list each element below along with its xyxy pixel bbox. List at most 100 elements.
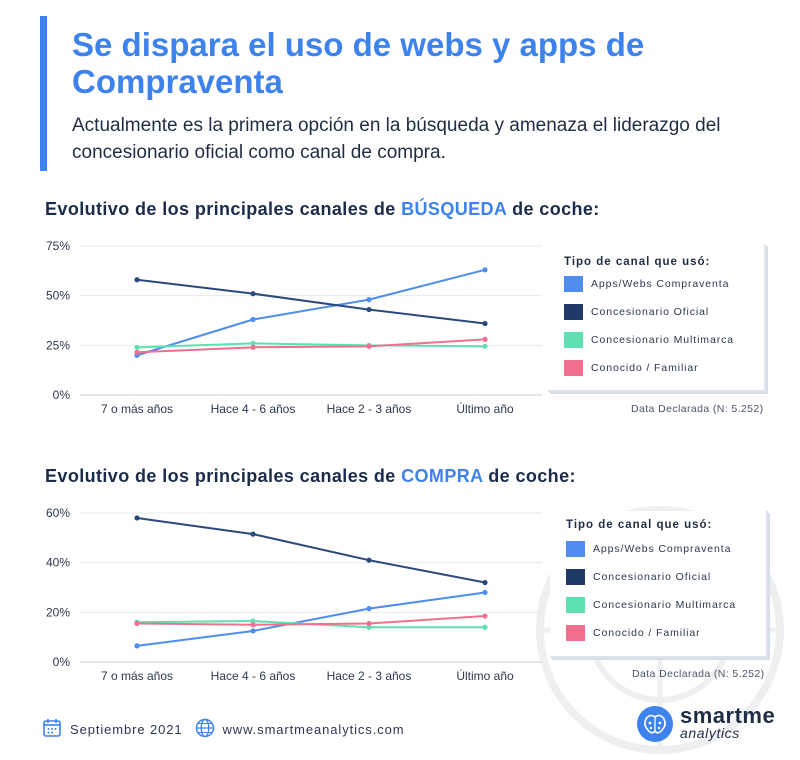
- chart-1-legend-item-conocido: Conocido / Familiar: [564, 359, 699, 377]
- chart-1-title: Evolutivo de los principales canales de …: [45, 199, 600, 220]
- x-tick-label: Hace 4 - 6 años: [211, 669, 296, 683]
- data-point-multimarca: [482, 624, 488, 630]
- series-line-apps: [136, 268, 486, 357]
- x-tick-label: 7 o más años: [101, 669, 173, 683]
- x-tick-label: Hace 2 - 3 años: [327, 669, 412, 683]
- data-point-apps: [482, 589, 488, 596]
- chart-1-legend-title: Tipo de canal que usó:: [564, 256, 711, 268]
- data-point-oficial: [366, 306, 372, 313]
- chart-2-compra: 0% 20% 40% 60% 7 o más años Hace 4 - 6 años Ha…: [46, 506, 542, 683]
- legend-label: Concesionario Oficial: [593, 571, 712, 583]
- y-tick-label: 75%: [46, 239, 70, 253]
- legend-label: Concesionario Oficial: [591, 306, 710, 318]
- chart-2-legend-item-apps: Apps/Webs Compraventa: [566, 540, 731, 558]
- chart-2-legend-item-multimarca: Concesionario Multimarca: [566, 596, 736, 614]
- y-tick-label: 20%: [46, 605, 70, 619]
- data-point-multimarca: [134, 344, 140, 350]
- data-point-multimarca: [250, 618, 256, 624]
- data-point-conocido: [482, 613, 488, 619]
- legend-swatch: [566, 597, 585, 613]
- data-point-multimarca: [482, 343, 488, 349]
- smartme-logo: smartme analytics: [636, 703, 776, 745]
- legend-label: Apps/Webs Compraventa: [591, 278, 730, 290]
- chart-1-legend: Tipo de canal que usó: Apps/Webs Comprav…: [548, 244, 766, 392]
- page-subtitle: Actualmente es la primera opción en la b…: [72, 115, 721, 163]
- data-point-apps: [482, 267, 488, 273]
- series-line-multimarca: [136, 342, 486, 349]
- y-tick-label: 50%: [46, 289, 70, 303]
- data-point-conocido: [134, 349, 140, 355]
- x-tick-label: Hace 4 - 6 años: [211, 402, 296, 416]
- y-tick-label: 40%: [46, 556, 70, 570]
- brain-icon: [637, 706, 673, 742]
- footer-url[interactable]: www.smartmeanalytics.com: [222, 721, 405, 737]
- data-point-multimarca: [366, 624, 372, 630]
- globe-icon: [195, 718, 215, 741]
- data-point-apps: [134, 643, 140, 649]
- series-line-conocido: [136, 338, 486, 354]
- chart-2-title: Evolutivo de los principales canales de …: [45, 466, 576, 487]
- legend-swatch: [564, 332, 583, 348]
- data-point-oficial: [250, 291, 256, 297]
- data-point-conocido: [366, 343, 372, 349]
- y-tick-label: 60%: [46, 506, 70, 520]
- series-line-oficial: [136, 278, 486, 325]
- page-title: Se dispara el uso de webs y apps de Comp…: [72, 26, 645, 100]
- data-point-apps: [366, 606, 372, 612]
- x-tick-label: Último año: [456, 668, 514, 683]
- chart-2-legend-item-oficial: Concesionario Oficial: [566, 568, 711, 586]
- data-point-conocido: [250, 622, 256, 628]
- data-point-oficial: [250, 531, 256, 537]
- data-point-oficial: [482, 320, 488, 327]
- legend-label: Conocido / Familiar: [591, 362, 699, 374]
- accent-bar: [40, 16, 47, 171]
- data-point-oficial: [366, 557, 372, 563]
- y-tick-label: 0%: [53, 388, 71, 402]
- legend-label: Concesionario Multimarca: [591, 334, 734, 346]
- data-point-multimarca: [250, 340, 256, 346]
- data-point-conocido: [482, 336, 488, 342]
- chart-1-legend-item-oficial: Concesionario Oficial: [564, 303, 709, 321]
- chart-1-legend-item-multimarca: Concesionario Multimarca: [564, 331, 734, 349]
- series-line-oficial: [136, 516, 486, 584]
- legend-swatch: [564, 304, 583, 320]
- series-line-conocido: [136, 615, 486, 626]
- data-point-apps: [250, 316, 256, 323]
- chart-1-legend-item-apps: Apps/Webs Compraventa: [564, 275, 729, 293]
- data-point-conocido: [366, 620, 372, 627]
- footer: Septiembre 2021 www.smartmeanalytics.com: [42, 718, 404, 740]
- chart-2-data-note: Data Declarada (N: 5.252): [632, 668, 765, 680]
- chart-2-title-highlight: COMPRA: [401, 466, 483, 486]
- x-tick-label: Último año: [456, 401, 514, 416]
- data-point-apps: [250, 628, 256, 634]
- logo-tagline: analytics: [680, 725, 740, 741]
- y-tick-label: 25%: [46, 338, 70, 352]
- calendar-icon: [42, 718, 62, 741]
- chart-1-title-highlight: BÚSQUEDA: [401, 199, 507, 219]
- chart-1-busqueda: 0% 25% 50% 75% 7 o más años Hace 4 - 6 años Ha…: [46, 239, 542, 416]
- data-point-conocido: [250, 344, 256, 350]
- data-point-oficial: [134, 277, 140, 283]
- y-tick-label: 0%: [53, 655, 71, 669]
- footer-date: Septiembre 2021: [70, 721, 183, 737]
- data-point-oficial: [134, 515, 140, 521]
- data-point-oficial: [482, 579, 488, 586]
- legend-swatch: [564, 276, 583, 292]
- logo-name: smartme: [680, 703, 776, 728]
- legend-swatch: [566, 625, 585, 641]
- chart-1-title-prefix: Evolutivo de los principales canales de: [45, 199, 402, 219]
- series-line-apps: [136, 591, 486, 647]
- data-point-apps: [366, 297, 372, 303]
- legend-label: Apps/Webs Compraventa: [593, 543, 732, 555]
- legend-swatch: [566, 541, 585, 557]
- legend-label: Concesionario Multimarca: [593, 599, 736, 611]
- legend-label: Conocido / Familiar: [593, 627, 701, 639]
- chart-2-legend-item-conocido: Conocido / Familiar: [566, 624, 701, 642]
- legend-swatch: [564, 360, 583, 376]
- chart-2-title-prefix: Evolutivo de los principales canales de: [45, 466, 402, 486]
- chart-1-data-note: Data Declarada (N: 5.252): [631, 403, 764, 415]
- data-point-conocido: [134, 620, 140, 627]
- chart-2-title-suffix: de coche:: [482, 466, 576, 486]
- chart-2-legend: Tipo de canal que usó: Apps/Webs Comprav…: [550, 511, 768, 658]
- chart-1-title-suffix: de coche:: [506, 199, 600, 219]
